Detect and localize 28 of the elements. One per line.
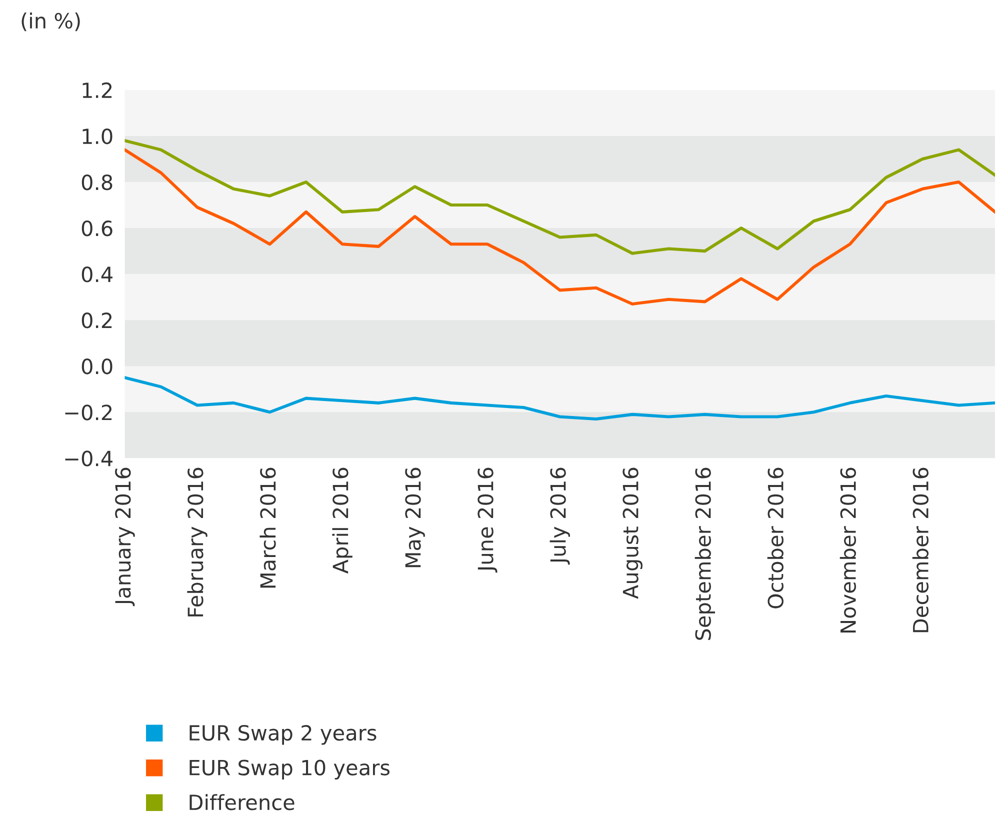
x-tick-label: January 2016	[115, 468, 135, 606]
y-tick-label: 1.2	[82, 82, 112, 98]
y-tick-label: 0.0	[82, 358, 112, 374]
x-tick-label: August 2016	[622, 468, 642, 599]
legend-label: EUR Swap 10 years	[190, 760, 390, 780]
legend-label: EUR Swap 2 years	[190, 724, 376, 745]
x-tick-label: May 2016	[405, 468, 425, 568]
x-tick-label: September 2016	[694, 468, 715, 640]
y-tick-label: 1.0	[82, 128, 112, 144]
y-tick-label: −0.4	[65, 450, 112, 466]
x-tick-label: July 2016	[550, 468, 570, 565]
y-tick-label: 0.2	[82, 312, 112, 328]
legend-label: Difference	[190, 794, 294, 810]
line-series	[124, 139, 996, 255]
x-tick-label: March 2016	[260, 468, 276, 588]
y-tick-label: 0.4	[82, 266, 112, 282]
x-tick-label: June 2016	[478, 468, 498, 573]
y-tick-label: 0.8	[82, 174, 112, 190]
x-tick-label: April 2016	[332, 468, 352, 574]
y-axis-title: (in %)	[22, 12, 80, 32]
y-tick-label: −0.2	[65, 404, 112, 420]
line-series	[124, 376, 996, 421]
x-tick-label: November 2016	[840, 468, 856, 632]
x-tick-label: December 2016	[912, 468, 929, 632]
x-tick-label: February 2016	[187, 468, 208, 616]
x-tick-label: October 2016	[767, 468, 784, 608]
y-tick-label: 0.6	[82, 220, 112, 236]
line-series	[124, 148, 996, 306]
